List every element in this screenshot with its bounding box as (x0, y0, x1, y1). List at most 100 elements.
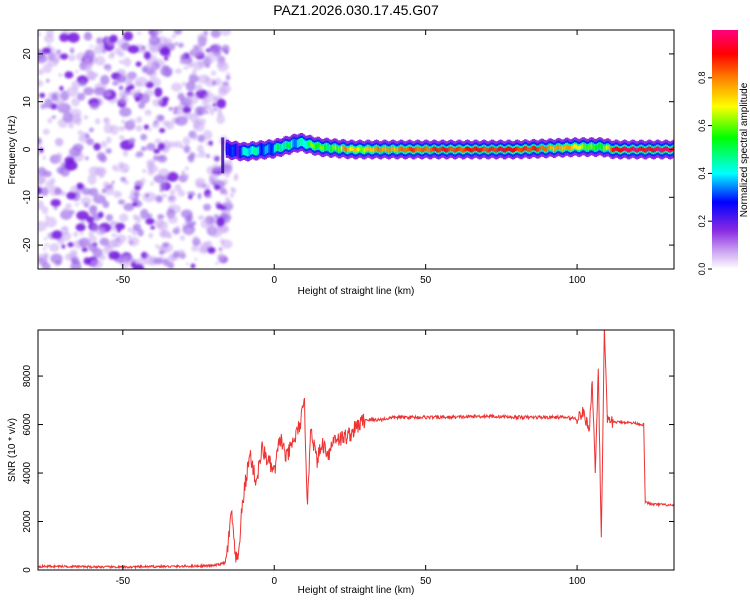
signal-cell (548, 145, 551, 150)
noise-blob (97, 102, 103, 106)
noise-blob (42, 128, 50, 135)
signal-cell (265, 147, 267, 153)
signal-cell (663, 147, 666, 152)
signal-cell (543, 146, 546, 152)
signal-cell (240, 149, 243, 154)
noise-blob (112, 80, 119, 86)
noise-blob (75, 223, 86, 232)
signal-cell (583, 144, 585, 149)
noise-blob (84, 49, 95, 60)
signal-cell (237, 149, 240, 154)
signal-cell (309, 141, 311, 146)
noise-blob (172, 227, 180, 235)
noise-blob (88, 71, 97, 81)
signal-cell (321, 145, 323, 151)
noise-blob (192, 72, 197, 75)
signal-cell (259, 147, 261, 152)
signal-cell (377, 147, 380, 152)
noise-blob (175, 30, 181, 33)
x-tick-label: -50 (116, 576, 131, 587)
signal-cell (443, 147, 446, 152)
noise-blob (38, 68, 44, 76)
noise-blob (154, 218, 165, 229)
signal-cell (555, 145, 558, 150)
noise-blob (51, 115, 56, 119)
noise-blob (218, 108, 222, 112)
signal-cell (646, 147, 649, 152)
signal-cell (345, 147, 348, 152)
noise-blob (91, 223, 99, 232)
signal-cell (651, 147, 654, 153)
noise-blob (118, 126, 126, 132)
signal-cell (371, 148, 373, 153)
signal-cell (293, 140, 296, 145)
colorbar-tick-label: 0.0 (697, 263, 707, 276)
noise-blob (121, 119, 126, 124)
noise-blob (187, 214, 194, 222)
noise-blob (226, 72, 231, 77)
noise-blob (49, 177, 56, 184)
noise-blob (99, 229, 105, 234)
noise-blob (70, 256, 80, 265)
signal-cell (281, 144, 284, 150)
signal-cell (518, 147, 520, 152)
signal-cell (536, 147, 539, 152)
signal-cell (248, 149, 251, 155)
signal-cell (627, 148, 629, 153)
noise-blob (38, 175, 47, 184)
signal-cell (631, 146, 634, 151)
colorbar-tick-label: 0.4 (697, 167, 707, 180)
noise-blob (67, 32, 80, 43)
noise-blob (73, 231, 79, 237)
noise-blob (167, 214, 178, 224)
signal-cell (295, 141, 298, 146)
noise-blob (78, 80, 87, 87)
y-tick-label: 6000 (22, 413, 33, 436)
signal-cell (531, 146, 534, 151)
noise-blob (40, 103, 46, 110)
signal-cell (284, 142, 287, 148)
noise-blob (212, 80, 216, 86)
signal-cell (595, 145, 598, 151)
noise-blob (119, 213, 129, 222)
noise-blobs (38, 30, 239, 269)
noise-blob (110, 51, 115, 56)
signal-cell (533, 145, 535, 151)
noise-blob (225, 75, 231, 81)
noise-blob (150, 225, 156, 230)
noise-blob (105, 67, 112, 72)
signal-cell (474, 146, 476, 151)
noise-blob (89, 102, 100, 110)
signal-cell (312, 143, 314, 148)
signal-cell (392, 146, 395, 151)
signal-cell (418, 146, 420, 152)
signal-cell (266, 146, 269, 152)
signal-cell (537, 147, 540, 152)
noise-blob (169, 189, 176, 196)
signal-cell (462, 148, 464, 153)
x-tick-label: 0 (271, 576, 277, 587)
noise-blob (61, 244, 66, 249)
noise-blob (155, 244, 160, 249)
signal-cell (569, 146, 572, 151)
noise-blob (187, 63, 194, 68)
noise-blob (206, 153, 210, 159)
y-tick-label: 0 (22, 146, 33, 152)
noise-blob (118, 135, 125, 141)
signal-cell (645, 148, 648, 153)
noise-blob (132, 263, 145, 269)
signal-cell (268, 146, 270, 151)
noise-blob (153, 148, 160, 154)
signal-cell (648, 146, 651, 151)
noise-blob (44, 216, 57, 228)
x-tick-label: 100 (569, 576, 586, 587)
signal-cell (262, 147, 264, 153)
noise-blob (181, 81, 186, 86)
signal-cell (577, 145, 579, 150)
signal-cell (313, 144, 316, 149)
signal-cell (380, 148, 383, 153)
signal-cell (558, 145, 561, 150)
top-y-ticks: -20 -10 0 10 20 (22, 48, 674, 252)
signal-cell (460, 147, 463, 152)
